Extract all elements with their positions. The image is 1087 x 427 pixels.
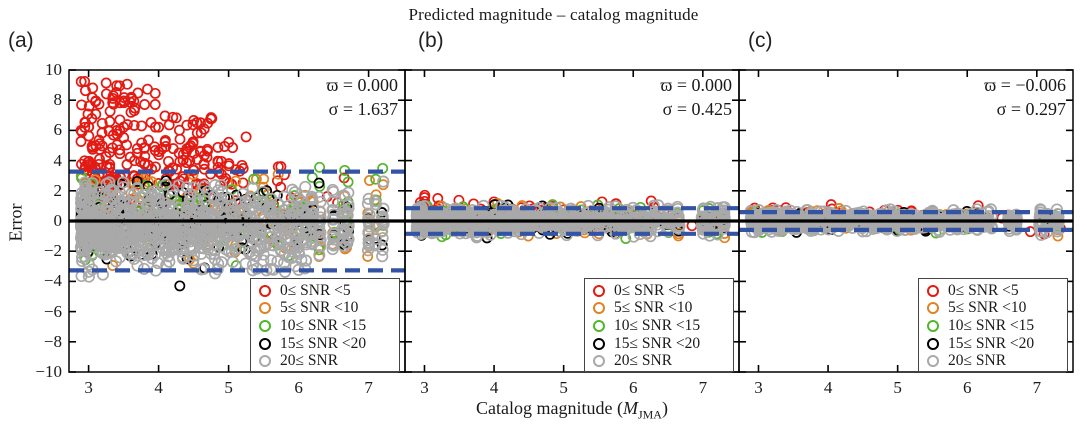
x-tick-label: 7 — [1032, 378, 1042, 397]
y-tick-label: −2 — [43, 241, 62, 261]
panel-stats: ϖ = 0.000 σ = 0.425 — [661, 73, 733, 121]
legend-item-label: 0≤ SNR <5 — [280, 281, 351, 299]
legend-item-label: 10≤ SNR <15 — [948, 316, 1035, 334]
x-tick-label: 4 — [154, 378, 163, 397]
x-axis-label-subscript: JMA — [637, 407, 662, 422]
x-tick-label: 5 — [559, 378, 568, 397]
legend-item-label: 5≤ SNR <10 — [280, 299, 359, 317]
stats-line: ϖ = 0.000 — [326, 75, 399, 95]
legend-circle-icon — [259, 284, 271, 297]
x-tick-label: 5 — [893, 378, 902, 397]
legend-item: 10≤ SNR <15 — [926, 317, 1067, 335]
stats-line: ϖ = −0.006 — [984, 75, 1066, 95]
y-tick-label: 6 — [53, 120, 63, 140]
legend-circle-icon — [593, 284, 605, 297]
y-tick-label: 4 — [53, 150, 63, 170]
x-tick-label: 7 — [698, 378, 708, 397]
panel-label-c: (c) — [748, 29, 773, 52]
stats-line: ϖ = 0.000 — [660, 75, 733, 95]
y-tick-label: −6 — [43, 301, 62, 321]
x-tick-label: 3 — [84, 378, 93, 397]
x-tick-label: 6 — [294, 378, 303, 397]
legend-circle-icon — [593, 337, 605, 350]
legend-circle-icon — [927, 355, 939, 368]
legend-circle-icon — [259, 337, 271, 350]
legend-item-label: 5≤ SNR <10 — [948, 299, 1027, 317]
x-axis-label-text: Catalog magnitude ( — [476, 398, 623, 418]
y-tick-label: −4 — [43, 271, 62, 291]
panel-label-b: (b) — [418, 29, 444, 52]
legend-item: 20≤ SNR — [926, 352, 1067, 370]
legend-item: 0≤ SNR <5 — [258, 282, 399, 300]
legend-item: 15≤ SNR <20 — [926, 335, 1067, 353]
x-tick-label: 3 — [420, 378, 429, 397]
stats-line: σ = 0.297 — [996, 99, 1066, 119]
legend-item: 0≤ SNR <5 — [592, 282, 733, 300]
legend-item-label: 0≤ SNR <5 — [948, 281, 1019, 299]
legend-item: 10≤ SNR <15 — [592, 317, 733, 335]
x-tick-label: 3 — [754, 378, 763, 397]
stats-line: σ = 0.425 — [662, 99, 732, 119]
legend-circle-icon — [927, 319, 939, 332]
legend-circle-icon — [927, 302, 939, 315]
legend-item-label: 20≤ SNR — [614, 352, 673, 370]
x-tick-label: 4 — [489, 378, 499, 397]
scatter-panel-(a) — [74, 75, 390, 292]
legend-circle-icon — [927, 284, 939, 297]
legend-item-label: 20≤ SNR — [948, 352, 1007, 370]
x-tick-label: 5 — [224, 378, 233, 397]
legend-item: 10≤ SNR <15 — [258, 317, 399, 335]
x-axis-label: Catalog magnitude (MJMA) — [405, 398, 739, 423]
x-tick-label: 7 — [364, 378, 373, 397]
legend-circle-icon — [927, 337, 939, 350]
legend-item-label: 15≤ SNR <20 — [614, 334, 701, 352]
legend-item: 5≤ SNR <10 — [592, 299, 733, 318]
legend-circle-icon — [259, 302, 271, 315]
legend-item: 15≤ SNR <20 — [258, 335, 399, 353]
legend-item: 0≤ SNR <5 — [926, 282, 1067, 300]
x-tick-label: 4 — [823, 378, 833, 397]
legend-item: 20≤ SNR — [258, 352, 399, 370]
stats-line: σ = 1.637 — [328, 99, 398, 119]
panel-label-a: (a) — [8, 29, 34, 52]
legend-item-label: 10≤ SNR <15 — [614, 316, 701, 334]
x-axis-label-variable: M — [622, 398, 638, 418]
panel-stats: ϖ = 0.000 σ = 1.637 — [327, 73, 399, 121]
y-tick-label: 8 — [53, 90, 63, 110]
y-tick-label: 10 — [45, 60, 62, 79]
legend-box: 0≤ SNR <5 5≤ SNR <10 10≤ SNR <15 15≤ SNR <2… — [584, 278, 734, 372]
legend-item: 5≤ SNR <10 — [258, 299, 399, 318]
x-tick-label: 6 — [628, 378, 638, 397]
legend-circle-icon — [259, 319, 271, 332]
legend-item: 20≤ SNR — [592, 352, 733, 370]
y-tick-label: −8 — [43, 331, 62, 351]
legend-circle-icon — [593, 302, 605, 315]
legend-item-label: 20≤ SNR — [280, 352, 339, 370]
y-tick-label: −10 — [35, 362, 62, 381]
legend-circle-icon — [593, 355, 605, 368]
y-tick-label: 0 — [53, 211, 63, 230]
x-axis-label-close: ) — [661, 398, 668, 418]
legend-box: 0≤ SNR <5 5≤ SNR <10 10≤ SNR <15 15≤ SNR <2… — [250, 278, 400, 372]
legend-item: 5≤ SNR <10 — [926, 299, 1067, 318]
legend-item-label: 0≤ SNR <5 — [614, 281, 685, 299]
legend-box: 0≤ SNR <5 5≤ SNR <10 10≤ SNR <15 15≤ SNR <2… — [918, 278, 1068, 372]
legend-item: 15≤ SNR <20 — [592, 335, 733, 353]
legend-item-label: 15≤ SNR <20 — [280, 334, 367, 352]
y-tick-label: 2 — [53, 180, 63, 200]
legend-item-label: 15≤ SNR <20 — [948, 334, 1035, 352]
panel-stats: ϖ = −0.006 σ = 0.297 — [984, 73, 1066, 121]
chart-title: Predicted magnitude – catalog magnitude — [408, 5, 699, 24]
legend-circle-icon — [259, 355, 271, 368]
x-tick-label: 6 — [962, 378, 972, 397]
legend-item-label: 5≤ SNR <10 — [614, 299, 693, 317]
legend-circle-icon — [593, 319, 605, 332]
legend-item-label: 10≤ SNR <15 — [280, 316, 367, 334]
